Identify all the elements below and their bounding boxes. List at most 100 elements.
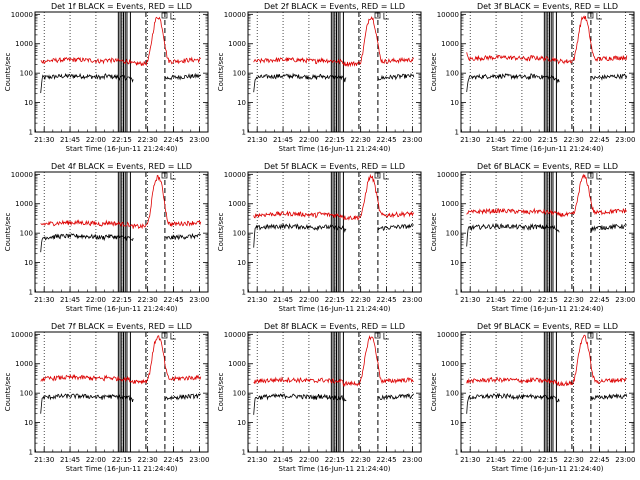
y-tick-label: 100 — [20, 230, 33, 238]
x-tick-label: 21:45 — [486, 136, 506, 144]
x-tick-label: 23:00 — [402, 136, 422, 144]
events-series-line — [40, 72, 202, 94]
peak-marker-glyph — [161, 12, 168, 19]
events-series-line — [466, 223, 627, 247]
x-tick-label: 22:15 — [112, 456, 132, 464]
x-tick-label: 22:45 — [589, 136, 609, 144]
x-tick-label: 22:00 — [86, 456, 106, 464]
y-tick-label: 100 — [233, 70, 246, 78]
y-tick-label: 10000 — [437, 171, 459, 179]
x-axis-label: Start Time (16-Jun-11 21:24:40) — [66, 145, 178, 153]
y-tick-label: 1000 — [441, 200, 459, 208]
peak-marker-glyph — [161, 172, 168, 179]
lld-series-line — [40, 16, 202, 67]
x-tick-label: 22:00 — [512, 136, 532, 144]
x-axis-label: Start Time (16-Jun-11 21:24:40) — [66, 305, 178, 313]
y-tick-label: 10 — [237, 419, 246, 427]
x-tick-label: 22:15 — [112, 136, 132, 144]
x-tick-label: 22:45 — [163, 296, 183, 304]
end-marker-glyph — [170, 13, 176, 20]
x-axis-label: Start Time (16-Jun-11 21:24:40) — [66, 465, 178, 473]
x-tick-label: 21:45 — [273, 136, 293, 144]
x-tick-label: 21:45 — [60, 296, 80, 304]
peak-marker-glyph — [587, 172, 594, 179]
x-tick-label: 21:45 — [273, 296, 293, 304]
y-axis-label: Counts/sec — [4, 53, 12, 92]
y-tick-label: 100 — [233, 230, 246, 238]
y-tick-label: 10 — [450, 419, 459, 427]
chart-panel-2: Det 2f BLACK = Events, RED = LLD Counts/s… — [217, 2, 422, 153]
y-tick-label: 1 — [455, 449, 459, 457]
chart-title: Det 2f BLACK = Events, RED = LLD — [264, 2, 405, 11]
end-marker-glyph — [170, 173, 176, 180]
events-series-line — [466, 392, 628, 414]
x-tick-label: 23:00 — [402, 296, 422, 304]
y-tick-label: 1000 — [441, 360, 459, 368]
x-axis-label: Start Time (16-Jun-11 21:24:40) — [279, 145, 391, 153]
x-tick-label: 23:00 — [189, 296, 209, 304]
x-axis-label: Start Time (16-Jun-11 21:24:40) — [492, 145, 604, 153]
y-tick-label: 10000 — [11, 171, 33, 179]
x-tick-label: 21:45 — [60, 136, 80, 144]
y-tick-label: 10 — [24, 99, 33, 107]
chart-title: Det 3f BLACK = Events, RED = LLD — [477, 2, 618, 11]
x-tick-label: 22:30 — [138, 296, 158, 304]
events-series-line — [253, 222, 414, 248]
y-tick-label: 1 — [455, 289, 459, 297]
chart-panel-3: Det 3f BLACK = Events, RED = LLD Counts/s… — [430, 2, 635, 153]
x-tick-label: 21:45 — [486, 296, 506, 304]
x-axis-label: Start Time (16-Jun-11 21:24:40) — [492, 305, 604, 313]
chart-title: Det 6f BLACK = Events, RED = LLD — [477, 162, 618, 171]
y-tick-label: 10 — [237, 99, 246, 107]
y-tick-label: 100 — [20, 390, 33, 398]
y-tick-label: 10 — [237, 259, 246, 267]
x-tick-label: 21:45 — [273, 456, 293, 464]
x-tick-label: 22:45 — [163, 456, 183, 464]
y-tick-label: 10000 — [11, 11, 33, 19]
x-tick-label: 22:30 — [564, 136, 584, 144]
y-tick-label: 10000 — [11, 331, 33, 339]
chart-panel-8: Det 8f BLACK = Events, RED = LLD Counts/s… — [217, 322, 422, 473]
x-tick-label: 23:00 — [615, 456, 635, 464]
x-tick-label: 22:30 — [138, 136, 158, 144]
x-tick-label: 22:30 — [564, 296, 584, 304]
x-tick-label: 22:00 — [86, 136, 106, 144]
x-tick-label: 22:45 — [589, 456, 609, 464]
x-axis-label: Start Time (16-Jun-11 21:24:40) — [492, 465, 604, 473]
x-tick-label: 21:30 — [247, 296, 267, 304]
end-marker-glyph — [170, 333, 176, 340]
y-tick-label: 10 — [24, 259, 33, 267]
y-tick-label: 1 — [455, 129, 459, 137]
y-tick-label: 10000 — [437, 11, 459, 19]
events-series-line — [466, 73, 628, 93]
y-tick-label: 10 — [450, 259, 459, 267]
y-tick-label: 1000 — [441, 40, 459, 48]
y-axis-label: Counts/sec — [217, 53, 225, 92]
x-tick-label: 22:00 — [86, 296, 106, 304]
y-axis-label: Counts/sec — [430, 53, 438, 92]
y-tick-label: 1000 — [15, 200, 33, 208]
x-tick-label: 23:00 — [189, 136, 209, 144]
chart-panel-7: Det 7f BLACK = Events, RED = LLD Counts/s… — [4, 322, 209, 473]
chart-title: Det 9f BLACK = Events, RED = LLD — [477, 322, 618, 331]
y-axis-label: Counts/sec — [4, 213, 12, 252]
peak-marker-glyph — [587, 12, 594, 19]
x-tick-label: 22:15 — [325, 296, 345, 304]
lld-series-line — [253, 16, 415, 68]
y-tick-label: 10 — [450, 99, 459, 107]
x-tick-label: 22:30 — [351, 456, 371, 464]
end-marker-glyph — [596, 333, 602, 340]
y-tick-label: 1 — [29, 129, 33, 137]
x-tick-label: 22:00 — [512, 456, 532, 464]
events-series-line — [40, 232, 202, 253]
end-marker-glyph — [383, 13, 389, 20]
chart-panel-6: Det 6f BLACK = Events, RED = LLD Counts/s… — [430, 162, 635, 313]
x-tick-label: 23:00 — [189, 456, 209, 464]
lld-series-line — [466, 173, 628, 218]
lld-series-line — [40, 174, 202, 230]
y-axis-label: Counts/sec — [430, 373, 438, 412]
y-tick-label: 1 — [242, 449, 246, 457]
y-tick-label: 1 — [29, 449, 33, 457]
x-tick-label: 21:30 — [34, 136, 54, 144]
x-tick-label: 22:00 — [299, 136, 319, 144]
